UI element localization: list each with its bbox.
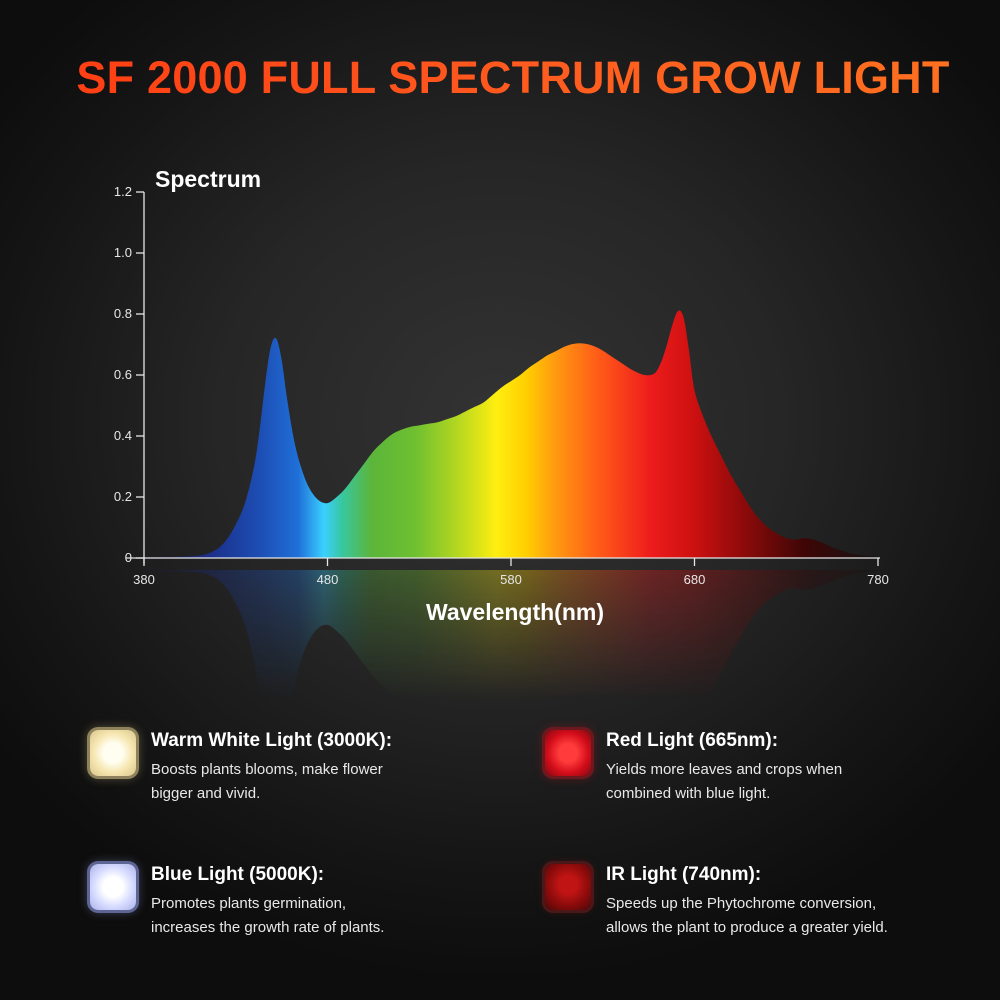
x-axis-label: Wavelength(nm) — [426, 599, 604, 625]
feature-heading: Warm White Light (3000K): — [151, 730, 393, 751]
y-tick-label: 0.4 — [114, 428, 132, 443]
y-tick-label: 0.6 — [114, 367, 132, 382]
x-ticks: 380 480 580 680 780 — [133, 558, 889, 587]
x-tick-label: 480 — [317, 572, 339, 587]
red-led-icon — [545, 730, 591, 776]
chart-title: Spectrum — [155, 166, 261, 192]
y-tick-label: 1.0 — [114, 245, 132, 260]
feature-description-line: increases the growth rate of plants. — [151, 919, 385, 936]
page-title: SF 2000 FULL SPECTRUM GROW LIGHT — [0, 52, 1000, 104]
y-tick-label: 0.2 — [114, 489, 132, 504]
warm-white-led-icon — [90, 730, 136, 776]
feature-heading: IR Light (740nm): — [606, 864, 762, 885]
feature-description: Speeds up the Phytochrome conversion, al… — [606, 892, 936, 940]
x-tick-label: 780 — [867, 572, 889, 587]
ir-led-icon — [545, 864, 591, 910]
feature-description: Promotes plants germination, increases t… — [151, 892, 481, 940]
feature-description-line: combined with blue light. — [606, 785, 771, 802]
feature-heading: Red Light (665nm): — [606, 730, 779, 751]
feature-description-line: Yields more leaves and crops when — [606, 761, 843, 778]
spectrum-area — [144, 310, 878, 558]
chart-reflection — [144, 570, 878, 700]
x-tick-label: 680 — [684, 572, 706, 587]
feature-heading: Blue Light (5000K): — [151, 864, 325, 885]
spectrum-chart: 0 0.2 0.4 0.6 0.8 1.0 1.2 380 480 580 680 780 Spec… — [113, 166, 889, 700]
y-ticks: 0 0.2 0.4 0.6 0.8 1.0 1.2 — [114, 184, 144, 565]
feature-description-line: bigger and vivid. — [151, 785, 261, 802]
feature-description-line: Promotes plants germination, — [151, 895, 347, 912]
x-tick-label: 380 — [133, 572, 155, 587]
x-tick-label: 580 — [500, 572, 522, 587]
feature-description-line: Speeds up the Phytochrome conversion, — [606, 895, 877, 912]
blue-led-icon — [90, 864, 136, 910]
feature-description: Boosts plants blooms, make flower bigger… — [151, 758, 481, 806]
feature-description-line: Boosts plants blooms, make flower — [151, 761, 383, 778]
feature-description: Yields more leaves and crops when combin… — [606, 758, 936, 806]
y-tick-label: 0.8 — [114, 306, 132, 321]
feature-description-line: allows the plant to produce a greater yi… — [606, 919, 888, 936]
y-tick-label: 0 — [125, 550, 132, 565]
y-tick-label: 1.2 — [114, 184, 132, 199]
